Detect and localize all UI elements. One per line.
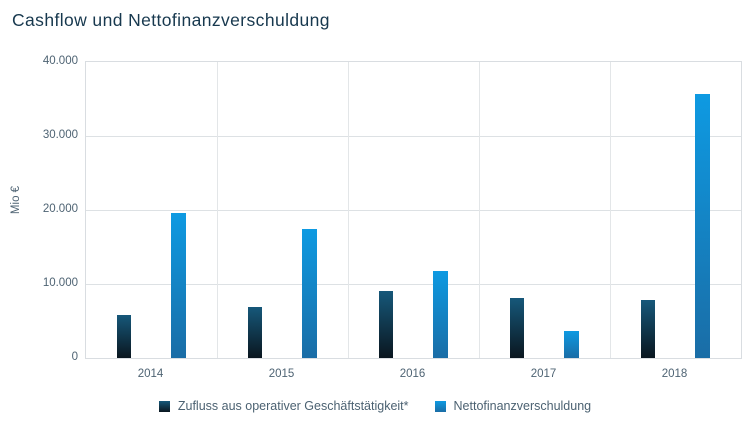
x-tick-label-2018: 2018 <box>661 368 688 380</box>
chart-title: Cashflow und Nettofinanzverschuldung <box>12 10 330 30</box>
bar-net-financial-debt-2017 <box>564 331 579 358</box>
x-tick-label-2016: 2016 <box>399 368 426 380</box>
legend-item-operating-cashflow[interactable]: Zufluss aus operativer Geschäftstätigkei… <box>158 399 409 413</box>
bar-net-financial-debt-2015 <box>302 229 317 358</box>
legend-swatch-icon <box>434 400 446 412</box>
gridline-vertical <box>479 62 480 358</box>
bar-operating-cashflow-2015 <box>248 307 262 358</box>
chart-legend: Zufluss aus operativer Geschäftstätigkei… <box>0 399 750 413</box>
gridline-vertical <box>217 62 218 358</box>
plot-area <box>85 61 742 359</box>
gridline-vertical <box>610 62 611 358</box>
y-tick-label: 0 <box>71 351 78 363</box>
gridline-vertical <box>348 62 349 358</box>
bar-operating-cashflow-2014 <box>117 315 131 358</box>
bar-operating-cashflow-2017 <box>510 298 524 358</box>
legend-item-net-financial-debt[interactable]: Nettofinanzverschuldung <box>434 399 592 413</box>
legend-label: Zufluss aus operativer Geschäftstätigkei… <box>177 399 409 413</box>
gridline-horizontal <box>86 284 741 285</box>
x-tick-label-2017: 2017 <box>530 368 557 380</box>
gridline-horizontal <box>86 136 741 137</box>
legend-swatch-icon <box>158 400 170 412</box>
x-tick-label-2014: 2014 <box>137 368 164 380</box>
legend-label: Nettofinanzverschuldung <box>453 399 592 413</box>
bar-net-financial-debt-2014 <box>171 213 186 358</box>
bar-operating-cashflow-2018 <box>641 300 655 358</box>
y-tick-label: 10.000 <box>42 277 78 289</box>
y-tick-label: 30.000 <box>42 129 78 141</box>
y-axis-title: Mio € <box>10 185 22 215</box>
x-tick-label-2015: 2015 <box>268 368 295 380</box>
bar-net-financial-debt-2018 <box>695 94 710 358</box>
y-tick-label: 40.000 <box>42 55 78 67</box>
y-tick-label: 20.000 <box>42 203 78 215</box>
bar-operating-cashflow-2016 <box>379 291 393 358</box>
gridline-horizontal <box>86 210 741 211</box>
bar-net-financial-debt-2016 <box>433 271 448 358</box>
